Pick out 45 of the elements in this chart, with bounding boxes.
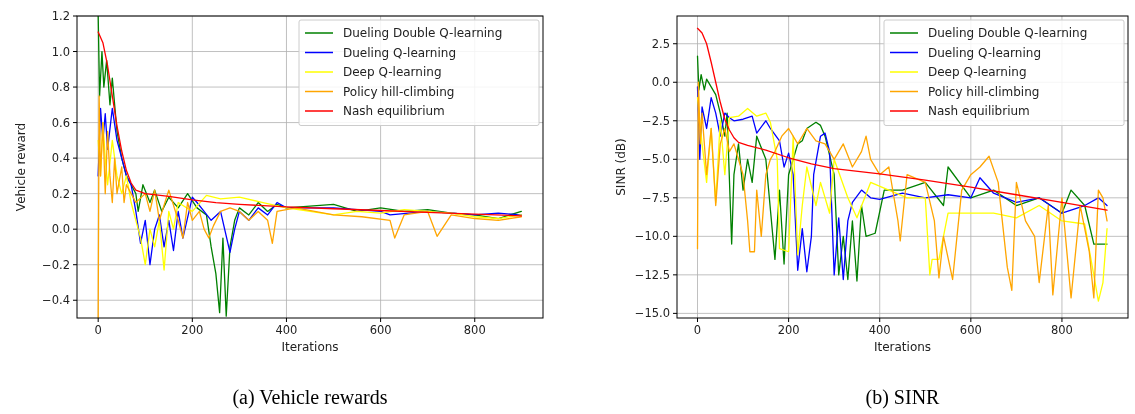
x-tick-label: 0 — [94, 323, 102, 337]
y-axis-title: Vehicle reward — [14, 122, 28, 212]
legend-label: Dueling Q-learning — [928, 45, 1041, 60]
x-tick-label: 200 — [777, 323, 800, 337]
y-tick-label: 0.4 — [51, 151, 70, 166]
legend-label: Nash equilibrium — [343, 104, 445, 118]
legend-label: Policy hill-climbing — [343, 84, 455, 99]
x-axis-title: Iterations — [873, 340, 932, 354]
legend-label: Policy hill-climbing — [928, 84, 1040, 99]
legend-label: Deep Q-learning — [343, 65, 442, 79]
x-tick-label: 0 — [693, 323, 702, 337]
y-tick-label: −7.5 — [642, 190, 670, 205]
y-tick-label: 2.5 — [651, 36, 670, 51]
x-tick-label: 800 — [463, 323, 486, 337]
legend-label: Dueling Double Q-learning — [343, 26, 503, 40]
legend-label: Deep Q-learning — [928, 65, 1027, 79]
y-tick-label: −15.0 — [634, 306, 670, 321]
y-tick-label: −0.2 — [42, 257, 70, 272]
x-tick-label: 400 — [868, 323, 891, 337]
y-tick-label: 0.8 — [51, 80, 70, 95]
y-tick-label: 0.6 — [51, 115, 70, 130]
x-tick-label: 200 — [181, 323, 204, 337]
legend-label: Dueling Q-learning — [343, 45, 456, 60]
y-tick-label: −5.0 — [642, 152, 670, 167]
x-tick-label: 400 — [275, 323, 298, 337]
text: (b) SINR — [865, 386, 941, 409]
y-tick-label: 1.2 — [51, 9, 70, 23]
y-axis-title: SINR (dB) — [614, 138, 628, 196]
text: (a) Vehicle rewards — [232, 386, 388, 409]
legend-label: Dueling Double Q-learning — [928, 26, 1088, 40]
legend-label: Nash equilibrium — [928, 104, 1030, 118]
y-tick-label: −12.5 — [634, 267, 670, 282]
y-tick-label: 0.2 — [51, 186, 70, 201]
y-tick-label: −2.5 — [642, 113, 670, 128]
line-series — [97, 16, 522, 317]
x-tick-label: 600 — [369, 323, 392, 337]
y-tick-label: −10.0 — [634, 229, 670, 244]
y-tick-label: −0.4 — [42, 293, 70, 308]
y-tick-label: 0.0 — [51, 222, 70, 237]
x-tick-label: 800 — [1050, 323, 1073, 337]
y-tick-label: 0.0 — [651, 75, 670, 90]
x-tick-label: 600 — [959, 323, 982, 337]
x-axis-title: Iterations — [281, 340, 339, 354]
y-tick-label: 1.0 — [51, 44, 70, 59]
line-series — [696, 27, 1108, 211]
